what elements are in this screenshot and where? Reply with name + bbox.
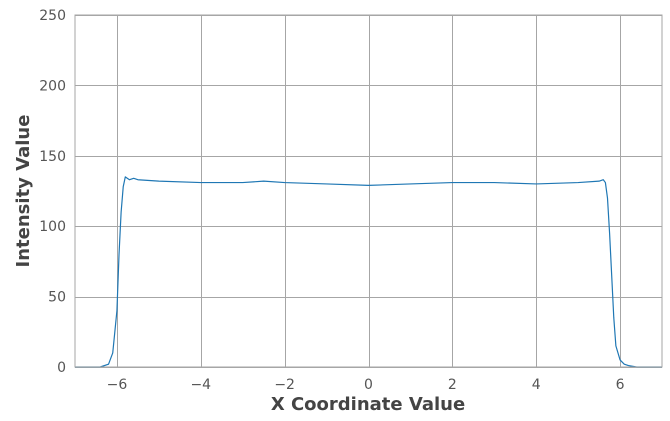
tick-labels: −6 −4 −2 0 2 4 6 0 50 100 150 200 250: [39, 8, 624, 393]
intensity-series-line: [75, 176, 662, 368]
y-tick-label: 250: [39, 8, 66, 24]
y-tick-label: 100: [39, 219, 66, 235]
y-tick-label: 200: [39, 78, 66, 94]
y-tick-label: 150: [39, 149, 66, 165]
x-tick-label: −2: [274, 377, 295, 393]
series-layer: [75, 176, 662, 368]
grid-lines: [75, 15, 662, 368]
y-tick-label: 0: [57, 360, 66, 376]
x-tick-label: 6: [616, 377, 625, 393]
x-tick-label: −6: [107, 377, 128, 393]
y-tick-label: 50: [48, 290, 66, 306]
x-axis-title: X Coordinate Value: [271, 394, 465, 415]
x-tick-label: 4: [532, 377, 541, 393]
x-tick-label: 0: [364, 377, 373, 393]
x-tick-label: −4: [190, 377, 211, 393]
x-tick-label: 2: [448, 377, 457, 393]
plot-frame: [74, 14, 663, 368]
y-axis-title: Intensity Value: [13, 115, 34, 268]
